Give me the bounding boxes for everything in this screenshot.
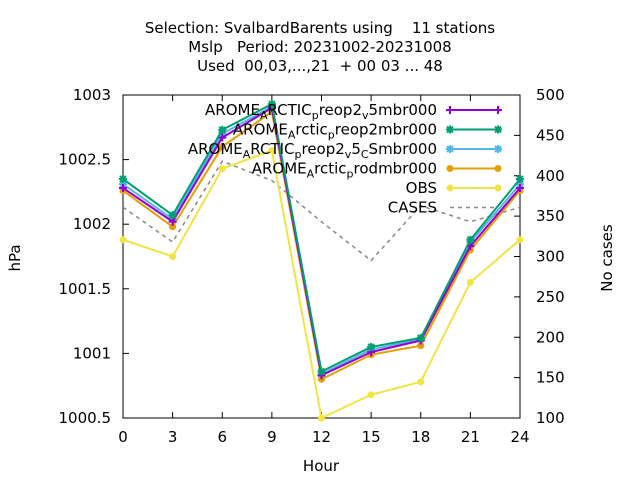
legend-label: CASES — [388, 199, 437, 217]
x-tick-label: 3 — [168, 428, 178, 446]
data-point — [416, 333, 425, 342]
data-point — [466, 278, 474, 286]
x-tick-label: 21 — [461, 428, 480, 446]
legend-item: AROMEARCTICpreop2v5CSmbr000 — [188, 140, 502, 161]
data-point — [417, 378, 425, 386]
data-point — [268, 147, 276, 155]
data-point — [446, 184, 454, 192]
legend: AROMEARCTICpreop2v5mbr000AROMEArcticpreo… — [188, 101, 502, 217]
x-tick-label: 12 — [312, 428, 331, 446]
data-point — [494, 125, 502, 134]
data-point — [218, 165, 226, 173]
data-point — [466, 235, 475, 244]
y2-tick-label: 350 — [536, 207, 565, 225]
x-tick-label: 0 — [118, 428, 128, 446]
legend-label: AROMEARCTICpreop2v5CSmbr000 — [188, 140, 437, 161]
data-point — [446, 165, 454, 172]
y-tick-label: 1001.5 — [59, 280, 112, 298]
title-line-1: Selection: SvalbardBarents using 11 stat… — [145, 19, 495, 37]
data-point — [494, 145, 502, 153]
y2-tick-label: 500 — [536, 86, 565, 104]
y2-tick-label: 150 — [536, 369, 565, 387]
legend-label: AROMEARCTICpreop2v5mbr000 — [205, 101, 437, 122]
data-point — [494, 184, 502, 192]
data-point — [267, 100, 276, 109]
y2-tick-label: 300 — [536, 248, 565, 266]
data-point — [446, 145, 454, 153]
data-point — [169, 223, 177, 231]
data-point — [516, 184, 524, 193]
legend-item: CASES — [388, 199, 498, 217]
data-point — [119, 174, 127, 183]
y-tick-label: 1002 — [73, 215, 111, 233]
x-tick-label: 9 — [267, 428, 277, 446]
x-axis-label: Hour — [303, 457, 340, 475]
data-point — [446, 106, 454, 114]
y2-tick-label: 200 — [536, 328, 565, 346]
data-point — [218, 133, 227, 142]
series-cases — [122, 160, 521, 262]
series-line — [122, 160, 521, 262]
x-tick-label: 15 — [362, 428, 381, 446]
y2-tick-label: 100 — [536, 409, 565, 427]
data-point — [317, 367, 326, 376]
series-5 — [119, 147, 524, 422]
y-tick-label: 1003 — [73, 86, 111, 104]
data-point — [168, 211, 177, 220]
data-point — [494, 106, 502, 114]
data-point — [318, 414, 325, 422]
y2-tick-label: 450 — [536, 126, 565, 144]
data-point — [218, 143, 226, 151]
data-point — [417, 342, 425, 350]
title-line-2: Mslp Period: 20231002-20231008 — [188, 38, 451, 56]
title-line-3: Used 00,03,...,21 + 00 03 ... 48 — [197, 57, 443, 75]
legend-item: AROMEArcticpreop2mbr000 — [233, 121, 502, 142]
y-axis-label: hPa — [6, 244, 24, 271]
y2-axis-label: No cases — [598, 224, 616, 292]
x-tick-label: 24 — [510, 428, 529, 446]
chart-title: Selection: SvalbardBarents using 11 stat… — [145, 19, 495, 75]
legend-label: AROMEArcticprodmbr000 — [252, 160, 437, 181]
x-tick-label: 6 — [217, 428, 227, 446]
y2-tick-label: 400 — [536, 167, 565, 185]
data-point — [516, 174, 524, 183]
legend-item: AROMEArcticprodmbr000 — [252, 160, 502, 181]
data-point — [494, 165, 502, 172]
data-point — [367, 342, 376, 351]
y-tick-label: 1001 — [73, 344, 111, 362]
legend-label: AROMEArcticpreop2mbr000 — [233, 121, 437, 142]
data-point — [218, 125, 227, 134]
legend-label: OBS — [406, 179, 437, 197]
data-point — [169, 253, 177, 260]
data-point — [119, 236, 127, 244]
legend-item: AROMEARCTICpreop2v5mbr000 — [205, 101, 502, 122]
data-point — [367, 391, 375, 399]
series-2 — [119, 100, 524, 376]
data-point — [516, 236, 524, 244]
x-tick-label: 18 — [411, 428, 430, 446]
y2-tick-label: 250 — [536, 288, 565, 306]
data-point — [119, 184, 127, 193]
y-tick-label: 1002.5 — [59, 151, 112, 169]
data-point — [446, 125, 454, 134]
legend-item: OBS — [406, 179, 502, 197]
y-tick-label: 1000.5 — [59, 409, 112, 427]
